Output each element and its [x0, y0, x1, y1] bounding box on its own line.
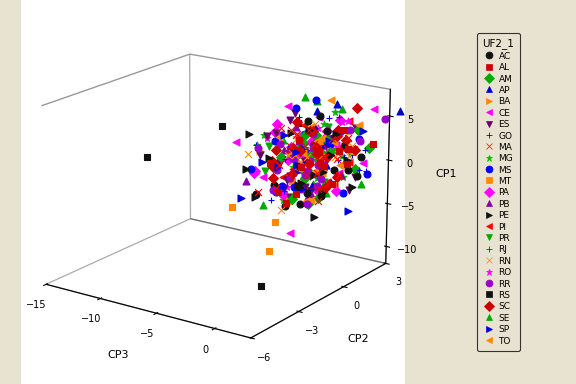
Y-axis label: CP2: CP2 — [347, 334, 369, 344]
Legend: AC, AL, AM, AP, BA, CE, ES, GO, MA, MG, MS, MT, PA, PB, PE, PI, PR, RJ, RN, RO, : AC, AL, AM, AP, BA, CE, ES, GO, MA, MG, … — [477, 33, 520, 351]
X-axis label: CP3: CP3 — [108, 350, 129, 360]
